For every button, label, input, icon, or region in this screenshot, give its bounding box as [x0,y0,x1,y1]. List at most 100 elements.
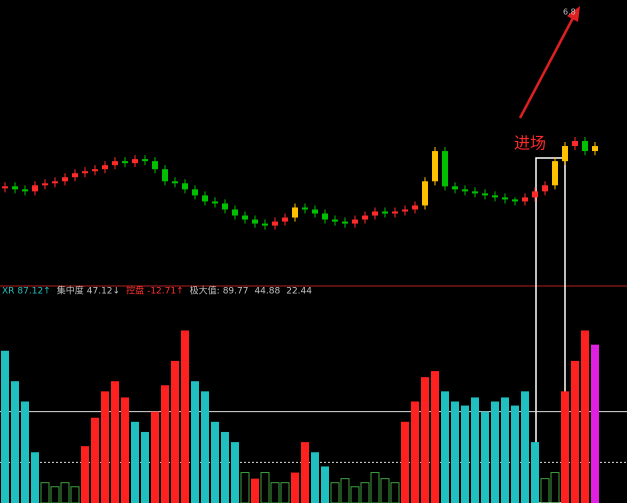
candle-body [252,219,258,224]
bar [111,381,119,503]
bar [540,478,550,503]
bar [121,397,129,503]
candle-body [312,209,318,214]
bar [321,466,329,503]
candle-body [522,197,528,202]
candle-body [132,159,138,164]
candle-body [42,183,48,186]
candle-body [2,186,8,189]
legend-value: 47.12↓ [87,287,120,297]
candle-body [72,173,78,178]
candle-body [322,213,328,220]
candle-body [462,189,468,192]
arrow-head [567,6,580,22]
candle-body [342,221,348,224]
bar [471,397,479,503]
candle-body [262,223,268,226]
candle-body [412,205,418,210]
candle-body [182,183,188,190]
bar [151,411,159,503]
legend-label: XR [2,287,14,297]
legend-value: 22.44 [286,287,312,297]
bar [511,405,519,503]
legend-value: -12.71↑ [147,287,184,297]
bar [451,401,459,503]
legend-label: 控盘 [126,285,144,297]
bar [270,482,280,503]
bar [251,478,259,503]
legend-label: 集中度 [57,285,84,297]
bar [221,431,229,503]
candle-body [352,219,358,224]
candle-body [22,189,28,192]
bar [370,472,380,503]
bar [260,472,270,503]
bar [350,486,360,503]
bar [131,421,139,503]
candle-body [282,217,288,222]
candle-body [162,169,168,182]
candle-body [542,185,548,192]
candle-body [382,211,388,214]
candle-body [562,146,568,162]
bar [481,411,489,503]
legend: XR 87.12↑ 集中度 47.12↓ 控盘 -12.71↑ 极大值: 89.77 44.88… [2,285,312,297]
bar [21,401,29,503]
candle-body [502,197,508,200]
bar [201,391,209,503]
candle-body [582,141,588,152]
bar [101,391,109,503]
candle-body [452,186,458,190]
legend-value: 44.88 [254,287,280,297]
bar [40,482,50,503]
candle-body [82,171,88,174]
bar [521,391,529,503]
bar [31,452,39,503]
bar [240,472,250,503]
candle-body [232,209,238,216]
candle-body [272,221,278,226]
bar [231,442,239,503]
bar [461,405,469,503]
legend-value: 89.77 [223,287,249,297]
candle-body [152,161,158,170]
bar [91,417,99,503]
candle-body [92,169,98,172]
bar [491,401,499,503]
candle-body [332,219,338,222]
bar [340,478,350,503]
candle-body [552,161,558,186]
bar [401,421,409,503]
annotation: 进场 [514,134,546,153]
bar [291,472,299,503]
bar [191,381,199,503]
bar [431,371,439,503]
candle-body [212,201,218,204]
bar [181,330,189,503]
bar [330,482,340,503]
candle-body [222,203,228,210]
bar [591,344,599,503]
candle-body [172,181,178,184]
bar [50,486,60,503]
bar [11,381,19,503]
bar [550,472,560,503]
candle-body [62,177,68,182]
candle-body [302,207,308,210]
bar [380,478,390,503]
bar [531,442,539,503]
candle-body [112,161,118,166]
candle-body [492,195,498,198]
candle-body [592,146,598,152]
candle-body [392,211,398,214]
bar [60,482,70,503]
bar [311,452,319,503]
legend-label: 极大值: [190,285,220,297]
bar [441,391,449,503]
candle-body [432,151,438,182]
bar [280,482,290,503]
candle-body [402,209,408,212]
candle-body [472,191,478,194]
